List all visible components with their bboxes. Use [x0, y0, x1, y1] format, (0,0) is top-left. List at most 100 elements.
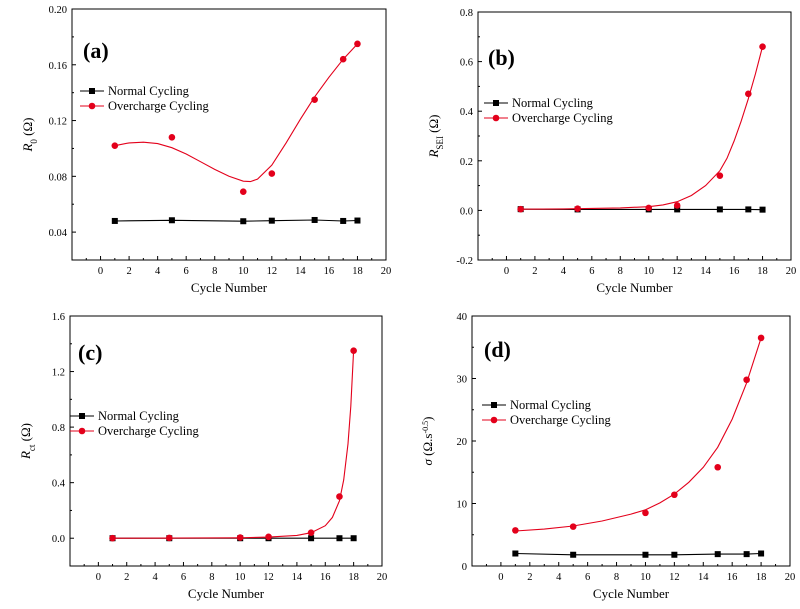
- chart4-xtick-label: 6: [585, 572, 590, 583]
- chart2-xtick-label: 8: [618, 266, 623, 277]
- chart3-xtick-label: 6: [181, 572, 186, 583]
- chart2-ylabel-symbol: R: [426, 150, 441, 159]
- chart1-series-overcharge-legend-marker: [88, 102, 96, 110]
- chart2-xtick-label: 0: [504, 266, 509, 277]
- chart4-ytick-label: 10: [457, 500, 468, 511]
- chart2-ylabel-subscript: SEI: [435, 136, 445, 150]
- chart3-series-normal-point: [308, 535, 315, 542]
- chart2-series-normal-point: [745, 206, 752, 213]
- chart3-series-overcharge-line: [112, 350, 355, 539]
- chart2-series-normal-point: [759, 206, 766, 213]
- chart3-ylabel-unit: (Ω): [18, 423, 33, 445]
- chart2-series-overcharge-point: [716, 172, 724, 179]
- chart4-series-normal-point: [512, 550, 519, 557]
- chart4-xtick-label: 0: [498, 572, 503, 583]
- chart1-ylabel-subscript: 0: [29, 139, 39, 144]
- chart1-xtick-label: 14: [295, 266, 306, 277]
- chart3-xtick-label: 8: [209, 572, 214, 583]
- chart4-series-overcharge-line: [515, 337, 762, 532]
- chart1-series-normal-legend-label: Normal Cycling: [108, 84, 190, 98]
- chart4-series-normal-point: [758, 550, 765, 557]
- chart3-series-normal-legend-label: Normal Cycling: [98, 409, 180, 423]
- chart2: 0 2 4 6 8 10 12 14 16 18 20 -0.2 0.0 0.2 0.4 0.6 0.8 Cycl…: [426, 8, 796, 295]
- chart4-xtick-label: 10: [640, 572, 651, 583]
- chart3-xlabel: Cycle Number: [188, 586, 265, 601]
- chart3-xtick-label: 18: [348, 572, 359, 583]
- chart3-panel-label: (c): [78, 340, 102, 365]
- chart3-xtick-label: 20: [377, 572, 388, 583]
- chart1-xtick-label: 2: [126, 266, 131, 277]
- chart1-ytick-label: 0.12: [49, 117, 67, 128]
- chart4-xtick-label: 2: [527, 572, 532, 583]
- chart1-frame: [71, 8, 387, 261]
- chart4-xtick-label: 18: [756, 572, 767, 583]
- chart3-frame: [69, 315, 383, 567]
- chart1-series-overcharge-point: [311, 96, 318, 103]
- chart4-ytick-label: 30: [457, 375, 468, 386]
- chart3-xtick-label: 4: [152, 572, 158, 583]
- chart3-series-overcharge-point: [336, 493, 343, 500]
- chart1-series-overcharge-point: [268, 170, 276, 177]
- chart4-series-overcharge-point: [671, 491, 678, 499]
- chart2-series-overcharge-point: [517, 205, 524, 213]
- chart4-xtick-label: 4: [556, 572, 562, 583]
- chart4-series-overcharge-legend-label: Overcharge Cycling: [510, 413, 612, 427]
- chart3-series-normal-point: [350, 535, 357, 542]
- chart2-ytick-label: 0.0: [460, 206, 473, 217]
- chart2-ylabel: RSEI (Ω): [426, 114, 445, 158]
- chart4-frame: [471, 315, 791, 567]
- chart2-xtick-label: 4: [561, 266, 567, 277]
- chart4-xlabel: Cycle Number: [593, 586, 670, 601]
- chart1-xtick-label: 0: [98, 266, 103, 277]
- chart2-series-normal-legend-label: Normal Cycling: [512, 96, 594, 110]
- chart3-ytick-label: 1.2: [52, 368, 65, 379]
- chart4-series-normal-point: [642, 551, 649, 558]
- chart3-xtick-label: 12: [263, 572, 274, 583]
- chart1-series-normal-line: [114, 219, 358, 222]
- chart3-xtick-label: 0: [96, 572, 101, 583]
- chart4-series-overcharge-point: [569, 523, 577, 530]
- chart1-ytick-label: 0.16: [49, 61, 67, 72]
- chart2-xtick-label: 2: [532, 266, 537, 277]
- chart4-series-normal-point: [671, 551, 678, 558]
- chart2-ytick-label: 0.4: [460, 107, 474, 118]
- chart2-series-overcharge-point: [574, 205, 581, 212]
- chart1-series-overcharge-point: [339, 55, 347, 63]
- chart2-xtick-label: 18: [757, 266, 768, 277]
- chart1-series-normal-legend-marker: [89, 88, 95, 94]
- chart2-xlabel: Cycle Number: [596, 280, 673, 295]
- chart4-ylabel-superscript: -0.5: [421, 421, 430, 434]
- chart1-ylabel: R0 (Ω): [20, 117, 39, 152]
- chart1-series-normal-point: [340, 217, 347, 224]
- chart1-series-normal-point: [168, 217, 175, 224]
- chart4-series-normal-point: [714, 551, 721, 558]
- chart3-ylabel-subscript: ct: [27, 444, 37, 451]
- chart1-xtick-label: 18: [352, 266, 363, 277]
- chart3-series-overcharge-point: [265, 533, 272, 541]
- chart3-series-overcharge-point: [165, 534, 173, 542]
- chart1-xtick-label: 20: [381, 266, 392, 277]
- chart3-xtick-label: 2: [124, 572, 129, 583]
- chart3-series-overcharge-point: [350, 347, 357, 355]
- chart4-series-normal-legend-marker: [491, 402, 497, 408]
- chart4-series-overcharge-point: [512, 527, 519, 534]
- chart3-series-overcharge-legend-marker: [78, 427, 86, 435]
- chart3-series-normal-point: [336, 535, 343, 542]
- chart4-series-overcharge-point: [642, 509, 649, 517]
- chart1-xlabel: Cycle Number: [191, 280, 268, 295]
- chart3-series-overcharge-point: [307, 529, 315, 536]
- chart2-frame: [477, 11, 792, 261]
- chart1-ytick-label: 0.20: [49, 5, 67, 16]
- chart3-xtick-label: 16: [320, 572, 331, 583]
- chart4-xtick-label: 20: [785, 572, 796, 583]
- chart2-series-overcharge-point: [745, 90, 752, 98]
- chart1-series-normal-point: [111, 217, 118, 224]
- chart4-xtick-label: 16: [727, 572, 738, 583]
- chart2-series-normal-legend-marker: [493, 100, 499, 106]
- chart4-ylabel-unit: (Ω.s: [420, 434, 435, 460]
- chart2-ytick-label: 0.6: [460, 58, 473, 69]
- chart4-ylabel-close: ): [420, 417, 435, 421]
- chart2-series-normal-point: [716, 206, 723, 213]
- chart3-ytick-label: 0.8: [52, 423, 65, 434]
